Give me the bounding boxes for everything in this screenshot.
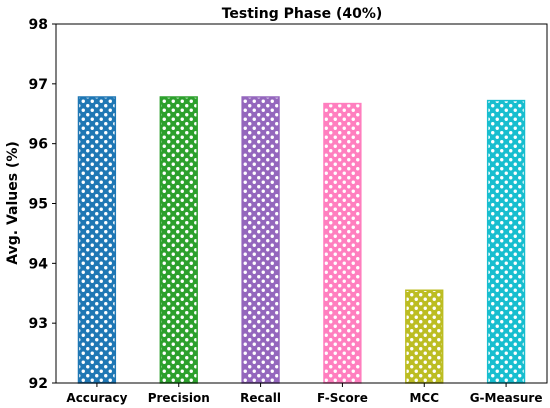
- chart-title: Testing Phase (40%): [222, 6, 383, 22]
- y-ticks-group: 92 93 94 95 96 97 98: [29, 17, 56, 392]
- y-tick-label: 93: [29, 316, 48, 332]
- x-tick-label: F-Score: [317, 391, 368, 405]
- bar-f-score: [323, 102, 362, 384]
- bar-mcc: [405, 289, 444, 384]
- y-tick-label: 97: [29, 77, 48, 93]
- y-tick-label: 92: [29, 376, 48, 392]
- y-tick-label: 95: [29, 197, 48, 213]
- y-tick-label: 96: [29, 137, 48, 153]
- bars-group: [77, 96, 526, 384]
- x-tick-label: Accuracy: [66, 391, 127, 405]
- x-ticks-group: Accuracy Precision Recall F-Score MCC G-Measu…: [66, 383, 542, 405]
- bar-accuracy: [77, 96, 117, 384]
- bar-precision: [159, 96, 198, 384]
- x-tick-label: Recall: [240, 391, 281, 405]
- bar-recall: [241, 96, 280, 384]
- x-tick-label: MCC: [409, 391, 439, 405]
- y-axis-label: Avg. Values (%): [5, 141, 21, 264]
- bar-g-measure: [486, 99, 526, 384]
- x-tick-label: G-Measure: [470, 391, 543, 405]
- y-tick-label: 98: [29, 17, 48, 33]
- y-tick-label: 94: [29, 256, 49, 272]
- plot-frame: [55, 23, 548, 384]
- x-tick-label: Precision: [148, 391, 210, 405]
